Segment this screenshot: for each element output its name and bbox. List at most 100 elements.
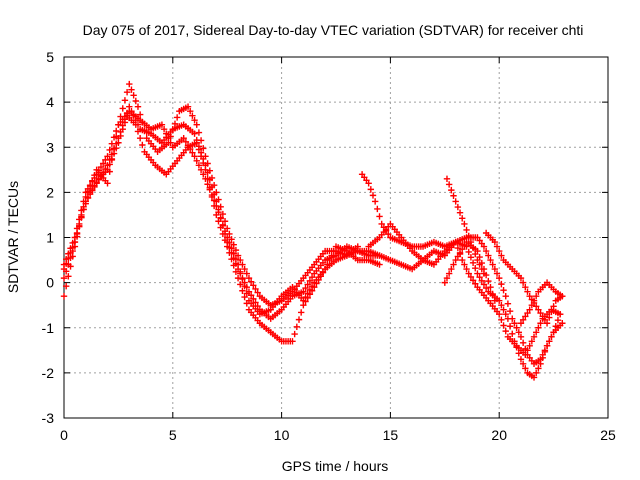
data-point <box>193 121 200 128</box>
data-point <box>187 107 194 115</box>
data-point <box>197 166 205 174</box>
data-point <box>158 121 166 128</box>
data-point <box>491 238 499 246</box>
data-point <box>537 320 544 327</box>
data-point <box>474 270 481 277</box>
data-point <box>304 290 311 297</box>
data-point <box>461 261 468 268</box>
data-point <box>496 247 503 255</box>
data-point <box>517 356 525 363</box>
data-point <box>295 316 303 323</box>
series-track-11 <box>517 279 566 327</box>
data-point <box>113 133 120 140</box>
data-point <box>219 221 227 229</box>
data-point <box>548 308 555 316</box>
data-point <box>187 145 194 153</box>
data-point <box>191 116 198 124</box>
data-point <box>326 256 333 264</box>
data-point <box>104 153 111 160</box>
data-point <box>528 338 536 345</box>
y-tick-label: 0 <box>46 275 54 291</box>
data-point <box>200 171 207 178</box>
data-point <box>517 274 525 282</box>
data-point <box>498 301 505 309</box>
data-point <box>213 202 220 210</box>
data-point <box>163 130 170 137</box>
data-point <box>556 311 564 318</box>
data-point <box>532 303 540 310</box>
data-point <box>80 203 87 211</box>
data-point <box>552 323 559 330</box>
x-tick-label: 5 <box>169 427 177 443</box>
data-point <box>76 223 83 230</box>
data-point <box>302 284 309 292</box>
data-point <box>465 270 472 277</box>
data-point <box>454 253 462 260</box>
data-point <box>530 297 538 304</box>
data-point <box>487 256 494 264</box>
data-point <box>224 243 231 250</box>
data-point <box>539 313 546 320</box>
data-point <box>517 320 525 327</box>
data-point <box>232 246 240 254</box>
data-point <box>65 273 72 280</box>
data-point <box>469 244 477 252</box>
data-point <box>543 320 551 327</box>
data-point <box>119 105 126 112</box>
data-point <box>115 139 122 146</box>
data-point <box>502 327 509 335</box>
data-point <box>498 316 505 324</box>
data-point <box>119 126 126 133</box>
data-point <box>89 177 96 184</box>
data-point <box>461 242 468 249</box>
data-point <box>300 288 307 295</box>
data-point <box>254 289 261 296</box>
data-point <box>511 320 518 327</box>
data-point <box>519 316 527 324</box>
data-point <box>241 293 248 301</box>
data-point <box>69 253 76 260</box>
data-point <box>522 313 529 320</box>
data-point <box>221 218 229 225</box>
data-point <box>491 265 499 273</box>
data-point <box>219 210 227 218</box>
data-point <box>543 342 551 349</box>
data-point <box>160 126 168 133</box>
data-point <box>504 315 512 322</box>
data-point <box>478 265 485 273</box>
data-point <box>485 277 492 285</box>
data-point <box>443 175 451 183</box>
series-track-2 <box>60 103 383 322</box>
data-point <box>134 128 142 135</box>
data-point <box>108 156 116 164</box>
data-point <box>250 282 257 289</box>
series-track-9 <box>443 175 488 277</box>
x-axis-label: GPS time / hours <box>282 458 389 474</box>
data-point <box>230 262 237 269</box>
data-point <box>459 246 466 253</box>
data-point <box>239 275 246 283</box>
data-point <box>62 268 70 275</box>
data-point <box>378 220 385 228</box>
data-point <box>530 374 538 381</box>
data-point <box>110 150 118 157</box>
data-point <box>367 186 375 193</box>
data-point <box>502 292 509 300</box>
data-point <box>535 306 542 313</box>
data-point <box>237 268 244 275</box>
data-point <box>467 238 475 246</box>
data-point <box>252 299 259 306</box>
data-point <box>472 250 479 258</box>
data-point <box>519 279 527 286</box>
data-point <box>93 179 100 186</box>
data-point <box>500 322 507 329</box>
series-track-4 <box>60 107 383 318</box>
data-point <box>308 274 316 281</box>
data-point <box>113 127 120 135</box>
data-point <box>130 92 137 99</box>
data-point <box>480 281 488 288</box>
data-point <box>467 254 475 261</box>
data-point <box>250 295 257 303</box>
data-point <box>202 175 209 183</box>
